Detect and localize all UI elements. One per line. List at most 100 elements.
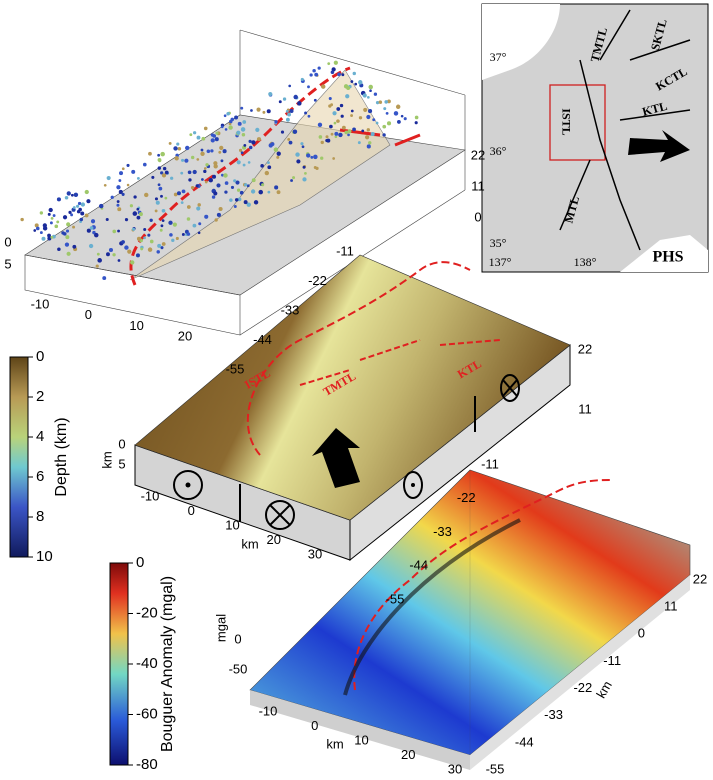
earthquake-dot	[354, 82, 358, 86]
earthquake-dot	[229, 198, 233, 202]
earthquake-dot	[224, 128, 228, 131]
earthquake-dot	[186, 232, 191, 236]
earthquake-dot	[135, 253, 140, 258]
earthquake-dot	[372, 118, 376, 122]
earthquake-dot	[292, 176, 296, 180]
earthquake-dot	[317, 122, 323, 128]
earthquake-dot	[336, 119, 340, 123]
earthquake-dot	[64, 242, 70, 247]
earthquake-dot	[220, 173, 224, 177]
earthquake-dot	[368, 141, 372, 145]
earthquake-dot	[317, 66, 321, 70]
x-axis-label: km	[326, 736, 343, 751]
earthquake-dot	[160, 194, 163, 198]
earthquake-dot	[105, 217, 109, 221]
earthquake-dot	[144, 192, 149, 198]
x-tick-label: 30	[448, 761, 462, 776]
earthquake-dot	[47, 236, 52, 241]
earthquake-dot	[300, 142, 304, 146]
earthquake-dot	[200, 151, 205, 156]
earthquake-dot	[131, 169, 136, 174]
earthquake-dot	[95, 264, 99, 268]
earthquake-dot	[66, 251, 71, 256]
earthquake-dot	[244, 183, 248, 187]
earthquake-dot	[121, 192, 125, 196]
earthquake-dot	[223, 173, 228, 178]
earthquake-dot	[47, 212, 51, 216]
earthquake-dot	[282, 97, 287, 101]
earthquake-dot	[214, 218, 218, 222]
lon-label: 137°	[489, 255, 512, 269]
earthquake-dot	[239, 148, 243, 152]
colorbar-tick-label: 0	[136, 554, 144, 571]
earthquake-dot	[288, 84, 292, 88]
earthquake-dot	[357, 141, 361, 145]
y-tick-label: -55	[226, 361, 245, 376]
earthquake-dot	[117, 207, 122, 212]
earthquake-dot	[190, 155, 195, 160]
earthquake-dot	[136, 207, 140, 211]
earthquake-dot	[39, 231, 43, 234]
earthquake-dot	[346, 86, 351, 91]
earthquake-dot	[161, 242, 166, 246]
x-tick-label: 0	[85, 307, 92, 322]
earthquake-dot	[295, 152, 300, 157]
z-axis-label: km	[99, 451, 114, 468]
earthquake-dot	[373, 92, 378, 96]
earthquake-dot	[196, 158, 200, 161]
earthquake-dot	[200, 148, 204, 152]
earthquake-dot	[136, 236, 142, 241]
x-tick-label: 30	[308, 546, 322, 561]
earthquake-dot	[393, 111, 399, 116]
earthquake-dot	[382, 124, 387, 129]
earthquake-dot	[375, 101, 380, 105]
earthquake-dot	[236, 188, 241, 192]
earthquake-dot	[289, 109, 294, 113]
earthquake-dot	[220, 159, 224, 163]
earthquake-dot	[65, 229, 70, 233]
earthquake-dot	[155, 200, 160, 205]
earthquake-dot	[370, 131, 375, 136]
earthquake-dot	[112, 253, 116, 257]
earthquake-dot	[261, 183, 265, 187]
x-tick-label: -10	[31, 296, 50, 311]
earthquake-dot	[147, 233, 151, 237]
x-axis-label: km	[241, 536, 258, 551]
earthquake-dot	[414, 121, 418, 125]
earthquake-dot	[48, 207, 53, 213]
earthquake-dot	[243, 200, 248, 205]
earthquake-dot	[290, 179, 293, 182]
earthquake-dot	[149, 239, 154, 244]
earthquake-dot	[116, 200, 120, 203]
earthquake-dot	[136, 215, 141, 220]
earthquake-dot	[414, 115, 419, 120]
earthquake-dot	[368, 109, 373, 114]
earthquake-dot	[276, 151, 281, 156]
earthquake-dot	[240, 127, 246, 132]
earthquake-dot	[292, 129, 298, 134]
earthquake-dot	[143, 228, 147, 232]
earthquake-dot	[97, 258, 102, 263]
earthquake-dot	[176, 191, 181, 196]
earthquake-dot	[362, 93, 367, 98]
earthquake-dot	[197, 203, 201, 207]
y-axis-label: km	[593, 678, 615, 701]
earthquake-dot	[181, 189, 186, 194]
earthquake-dot	[80, 211, 85, 216]
earthquake-dot	[184, 158, 189, 163]
earthquake-dot	[287, 138, 291, 141]
earthquake-dot	[158, 186, 163, 191]
earthquake-dot	[337, 72, 341, 77]
earthquake-dot	[161, 219, 165, 222]
earthquake-dot	[56, 220, 60, 224]
earthquake-dot	[310, 155, 314, 159]
earthquake-dot	[118, 179, 122, 182]
earthquake-dot	[278, 100, 282, 104]
earthquake-dot	[256, 107, 261, 112]
earthquake-dot	[161, 173, 167, 178]
earthquake-dot	[192, 223, 197, 228]
earthquake-dot	[204, 180, 208, 184]
earthquake-dot	[350, 114, 354, 117]
earthquake-dot	[320, 156, 324, 160]
earthquake-dot	[138, 212, 143, 217]
